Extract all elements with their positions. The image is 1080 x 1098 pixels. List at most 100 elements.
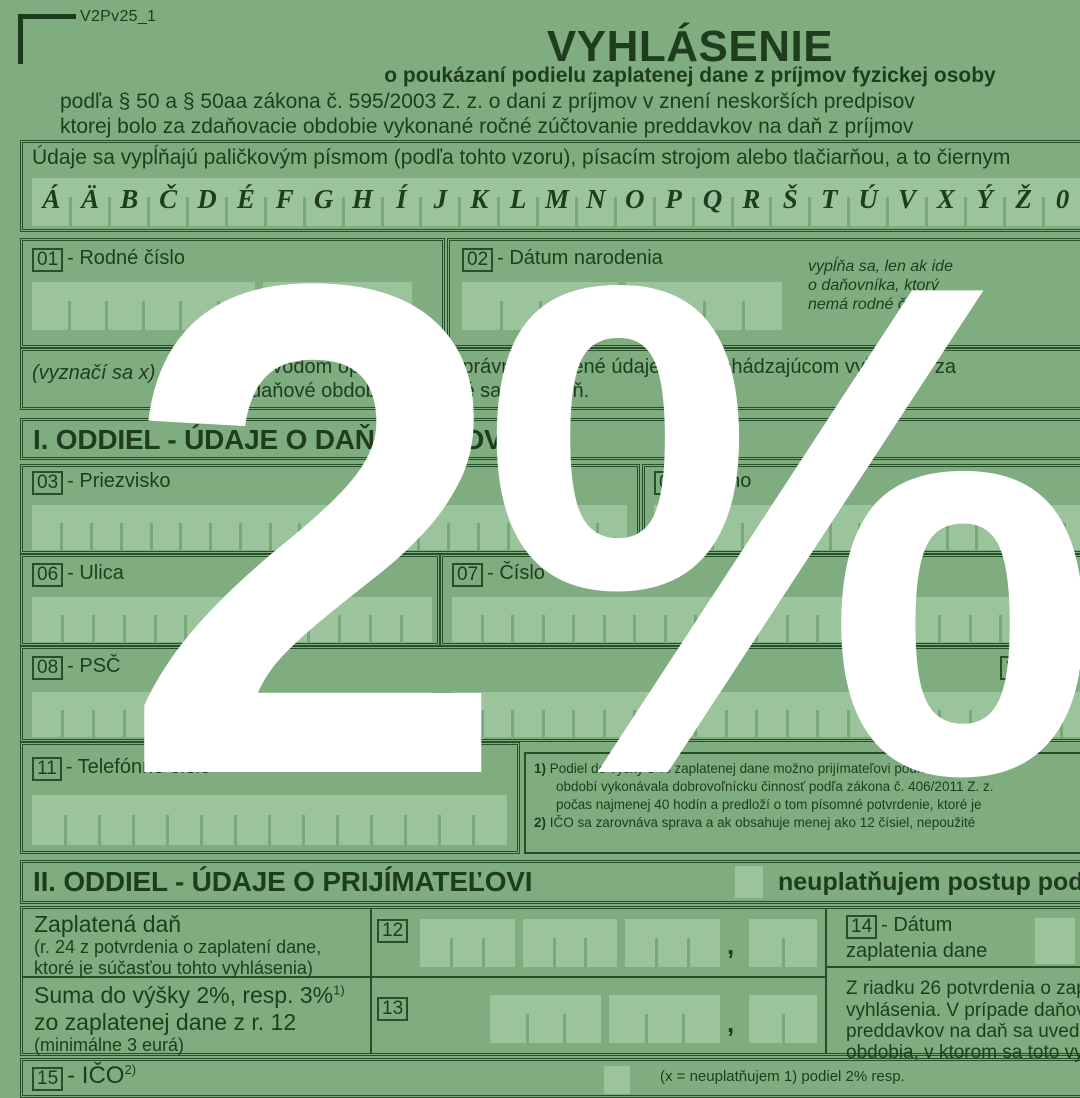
comb-group[interactable]	[32, 692, 432, 737]
row14-label-line-2: zaplatenia dane	[846, 940, 988, 962]
alphabet-letter: D	[197, 184, 217, 214]
comb-group[interactable]	[625, 919, 720, 967]
row14-label-cell	[827, 908, 1080, 968]
alphabet-letter: K	[470, 184, 489, 214]
alphabet-letter: 0	[1055, 184, 1070, 214]
comb-group[interactable]	[420, 919, 515, 967]
footnote-2-line-1: 2) IČO sa zarovnáva sprava a ak obsahuje…	[534, 815, 976, 830]
row12-label-line-1: Zaplatená daň	[34, 911, 182, 937]
row14-note-line-2: vyhlásenia. V prípade daňovníka, ktorému…	[846, 1000, 1080, 1021]
footnotes-box	[524, 752, 1080, 854]
field-04-number: 04	[654, 471, 686, 495]
alphabet-letter: O	[625, 184, 645, 214]
correction-box	[20, 348, 1080, 410]
footnote-1-line-3: počas najmenej 40 hodín a predloží o tom…	[556, 797, 982, 812]
row14-label-line-1: 14- Dátum	[846, 914, 952, 939]
field-02-number: 02	[462, 248, 494, 272]
row13-label-cell	[22, 978, 372, 1054]
comb-group[interactable]	[609, 995, 720, 1043]
field-01-box	[20, 238, 445, 348]
comb-group[interactable]	[452, 597, 1080, 642]
row12-decimal-separator: ,	[727, 930, 735, 960]
register-corner-mark	[18, 14, 76, 64]
alphabet-letter: Q	[702, 184, 723, 214]
alphabet-letter: V	[897, 184, 916, 214]
row12-label-line-3: ktoré je súčasťou tohto vyhlásenia)	[34, 958, 313, 978]
comb-group[interactable]	[32, 282, 256, 330]
comb-group[interactable]	[749, 995, 817, 1043]
field-15-checkbox[interactable]	[604, 1066, 630, 1094]
field-08-box	[20, 646, 1080, 742]
legal-reference-line-1: podľa § 50 a § 50aa zákona č. 595/2003 Z…	[60, 90, 915, 113]
alphabet-letter: N	[586, 184, 606, 214]
alphabet-letter: X	[936, 184, 955, 214]
comb-group[interactable]	[32, 597, 432, 642]
field-02-label: 02- Dátum narodenia	[462, 247, 663, 272]
field-03-box	[20, 464, 640, 554]
instruction-box	[20, 140, 1080, 232]
comb-group[interactable]	[32, 795, 507, 845]
field-08-label: 08- PSČ	[32, 655, 120, 680]
field-07-box	[440, 554, 1080, 646]
field-02-note-line-2: o daňovníka, ktorý	[808, 277, 939, 294]
correction-mark-hint: (vyznačí sa x)	[32, 362, 156, 384]
page-subtitle: o poukázaní podielu zaplatenej dane z pr…	[384, 64, 996, 87]
field-15-number: 15	[32, 1067, 64, 1091]
comb-group[interactable]	[263, 282, 412, 330]
comb-group[interactable]	[32, 505, 627, 550]
field-10-label: 10- Štát	[1000, 655, 1080, 680]
form-code: V2Pv25_1	[80, 8, 157, 25]
alphabet-letter: J	[433, 184, 448, 214]
field-11-box	[20, 742, 520, 854]
field-06-label: 06- Ulica	[32, 562, 124, 587]
correction-line-2: daňové obdobie, za ktoré sa platí daň.	[250, 380, 590, 402]
alphabet-letter: T	[820, 184, 838, 214]
alphabet-letter: É	[236, 184, 255, 214]
row12-value-cell	[372, 908, 827, 978]
field-07-label: 07- Číslo	[452, 562, 545, 587]
alphabet-letter: B	[120, 184, 139, 214]
row13-decimal-separator: ,	[727, 1008, 735, 1038]
alphabet-letter: Š	[782, 184, 798, 214]
row13-label-line-3: (minimálne 3 eurá)	[34, 1035, 185, 1055]
field-11-label: 11- Telefónne číslo	[32, 756, 211, 781]
section-2-title: II. ODDIEL - ÚDAJE O PRIJÍMATEĽOVI	[33, 866, 533, 897]
row14-date-input[interactable]	[1035, 918, 1075, 964]
comb-group[interactable]	[462, 282, 618, 330]
comb-group[interactable]	[654, 505, 1080, 550]
amounts-table	[20, 906, 1080, 1056]
row12-number: 12	[377, 918, 412, 943]
section-2-checkbox-label: neuplatňujem postup podľa	[778, 868, 1080, 896]
row12-label-line-2: (r. 24 z potvrdenia o zaplatení dane,	[34, 937, 322, 957]
comb-group[interactable]	[626, 282, 782, 330]
row14-note-line-3: preddavkov na daň sa uvedie dátum zaplat…	[846, 1021, 1080, 1042]
comb-group[interactable]	[522, 919, 618, 967]
correction-checkbox[interactable]	[200, 358, 234, 398]
alphabet-letter: Í	[396, 184, 407, 214]
section-1-header: I. ODDIEL - ÚDAJE O DAŇOVNÍKOVI	[20, 418, 1080, 460]
section-2-header: II. ODDIEL - ÚDAJE O PRIJÍMATEĽOVI	[20, 860, 1080, 904]
field-03-label: 03- Priezvisko	[32, 470, 171, 495]
field-04-label: 04- Meno	[654, 470, 751, 495]
field-02-note-line-1: vypĺňa sa, len ak ide	[808, 258, 953, 275]
field-11-number: 11	[32, 757, 62, 781]
footnote-1-line-1: 1) Podiel do výšky 3 % zaplatenej dane m…	[534, 761, 973, 776]
section-2-checkbox[interactable]	[735, 866, 763, 898]
bottom-row-right-text: (x = neuplatňujem 1) podiel 2% resp.	[660, 1068, 905, 1085]
alphabet-letter: F	[275, 184, 294, 214]
alphabet-letter: Ý	[976, 184, 994, 214]
correction-line-1: dôvodom opravy sú nesprávne uvedené údaj…	[250, 356, 956, 378]
row14-number: 14	[846, 915, 878, 939]
row13-label-line-2: zo zaplatenej dane z r. 12	[34, 1009, 297, 1035]
alphabet-letter: R	[742, 184, 761, 214]
row14-note-line-4: obdobia, v ktorom sa toto vyhlásenie pod…	[846, 1042, 1080, 1063]
comb-group[interactable]	[452, 692, 1080, 737]
field-06-number: 06	[32, 563, 64, 587]
alphabet-letter: Ž	[1015, 184, 1032, 214]
comb-group[interactable]	[490, 995, 601, 1043]
row13-value-cell	[372, 978, 827, 1054]
alphabet-letter: Á	[42, 184, 61, 214]
comb-group[interactable]	[749, 919, 817, 967]
alphabet-letter: M	[544, 184, 569, 214]
